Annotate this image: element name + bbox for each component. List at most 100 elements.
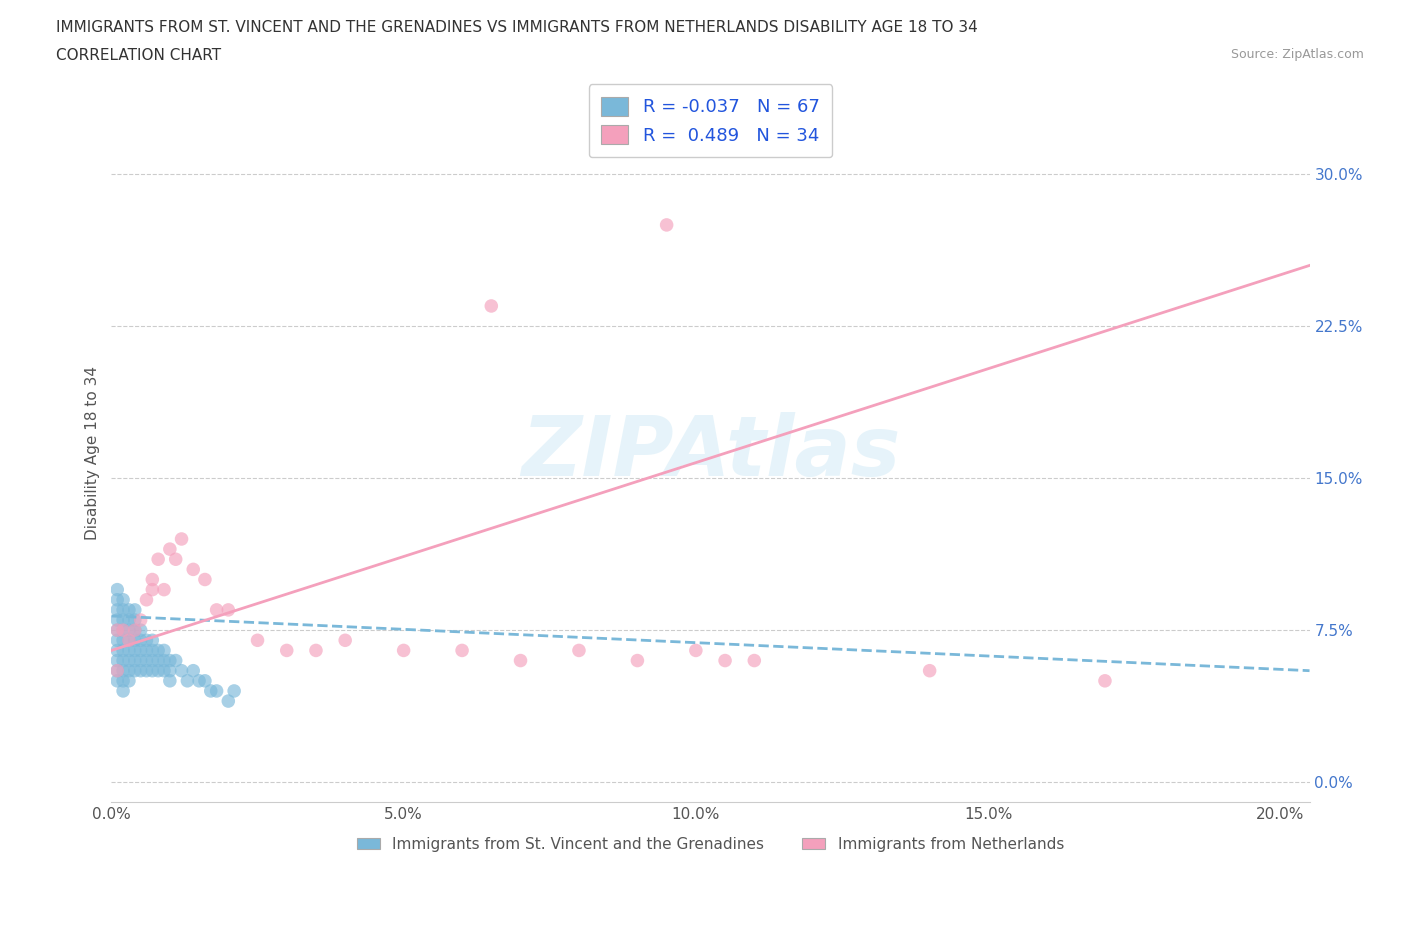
- Point: [194, 673, 217, 688]
- Point: [124, 613, 146, 628]
- Point: [146, 551, 169, 566]
- Point: [479, 299, 502, 313]
- Point: [685, 643, 707, 658]
- Point: [129, 613, 152, 628]
- Point: [217, 603, 239, 618]
- Point: [118, 653, 141, 668]
- Point: [568, 643, 591, 658]
- Legend: Immigrants from St. Vincent and the Grenadines, Immigrants from Netherlands: Immigrants from St. Vincent and the Gren…: [352, 830, 1070, 857]
- Point: [141, 582, 163, 597]
- Point: [335, 632, 357, 647]
- Point: [176, 673, 198, 688]
- Point: [135, 643, 157, 658]
- Point: [224, 684, 246, 698]
- Point: [105, 643, 128, 658]
- Point: [124, 643, 146, 658]
- Point: [141, 632, 163, 647]
- Point: [159, 673, 181, 688]
- Point: [153, 653, 176, 668]
- Point: [392, 643, 415, 658]
- Point: [141, 663, 163, 678]
- Point: [118, 632, 141, 647]
- Text: ZIPAtlas: ZIPAtlas: [520, 412, 900, 494]
- Point: [153, 643, 176, 658]
- Point: [105, 632, 128, 647]
- Point: [105, 653, 128, 668]
- Point: [112, 623, 135, 638]
- Point: [205, 603, 228, 618]
- Point: [118, 663, 141, 678]
- Point: [112, 613, 135, 628]
- Point: [112, 653, 135, 668]
- Point: [165, 653, 187, 668]
- Point: [205, 684, 228, 698]
- Point: [655, 218, 678, 232]
- Point: [135, 632, 157, 647]
- Point: [141, 653, 163, 668]
- Point: [118, 673, 141, 688]
- Point: [159, 663, 181, 678]
- Text: Source: ZipAtlas.com: Source: ZipAtlas.com: [1230, 48, 1364, 61]
- Point: [118, 613, 141, 628]
- Point: [124, 603, 146, 618]
- Point: [129, 623, 152, 638]
- Y-axis label: Disability Age 18 to 34: Disability Age 18 to 34: [86, 365, 100, 540]
- Point: [135, 653, 157, 668]
- Point: [141, 643, 163, 658]
- Point: [626, 653, 648, 668]
- Point: [194, 572, 217, 587]
- Point: [124, 653, 146, 668]
- Point: [918, 663, 941, 678]
- Point: [105, 592, 128, 607]
- Point: [305, 643, 328, 658]
- Point: [118, 603, 141, 618]
- Point: [129, 653, 152, 668]
- Point: [112, 623, 135, 638]
- Point: [124, 623, 146, 638]
- Point: [165, 551, 187, 566]
- Point: [129, 643, 152, 658]
- Point: [159, 541, 181, 556]
- Point: [105, 582, 128, 597]
- Point: [170, 532, 193, 547]
- Point: [159, 653, 181, 668]
- Point: [118, 623, 141, 638]
- Point: [1094, 673, 1116, 688]
- Point: [105, 603, 128, 618]
- Point: [124, 663, 146, 678]
- Point: [105, 663, 128, 678]
- Point: [181, 562, 204, 577]
- Point: [105, 663, 128, 678]
- Point: [509, 653, 531, 668]
- Point: [112, 632, 135, 647]
- Point: [451, 643, 474, 658]
- Point: [217, 694, 239, 709]
- Point: [118, 632, 141, 647]
- Point: [188, 673, 211, 688]
- Point: [105, 623, 128, 638]
- Point: [112, 603, 135, 618]
- Point: [141, 572, 163, 587]
- Point: [129, 663, 152, 678]
- Text: CORRELATION CHART: CORRELATION CHART: [56, 48, 221, 63]
- Point: [124, 632, 146, 647]
- Point: [105, 613, 128, 628]
- Point: [112, 592, 135, 607]
- Point: [112, 643, 135, 658]
- Point: [181, 663, 204, 678]
- Point: [118, 643, 141, 658]
- Point: [112, 663, 135, 678]
- Point: [714, 653, 737, 668]
- Point: [276, 643, 298, 658]
- Point: [112, 673, 135, 688]
- Point: [200, 684, 222, 698]
- Point: [146, 653, 169, 668]
- Point: [170, 663, 193, 678]
- Point: [153, 582, 176, 597]
- Text: IMMIGRANTS FROM ST. VINCENT AND THE GRENADINES VS IMMIGRANTS FROM NETHERLANDS DI: IMMIGRANTS FROM ST. VINCENT AND THE GREN…: [56, 20, 979, 35]
- Point: [146, 643, 169, 658]
- Point: [135, 592, 157, 607]
- Point: [105, 673, 128, 688]
- Point: [105, 623, 128, 638]
- Point: [135, 663, 157, 678]
